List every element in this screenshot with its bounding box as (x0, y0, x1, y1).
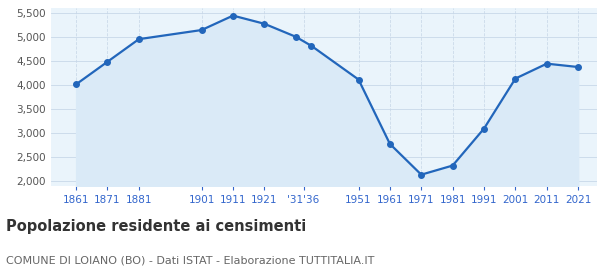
Text: Popolazione residente ai censimenti: Popolazione residente ai censimenti (6, 219, 306, 234)
Text: COMUNE DI LOIANO (BO) - Dati ISTAT - Elaborazione TUTTITALIA.IT: COMUNE DI LOIANO (BO) - Dati ISTAT - Ela… (6, 255, 374, 265)
